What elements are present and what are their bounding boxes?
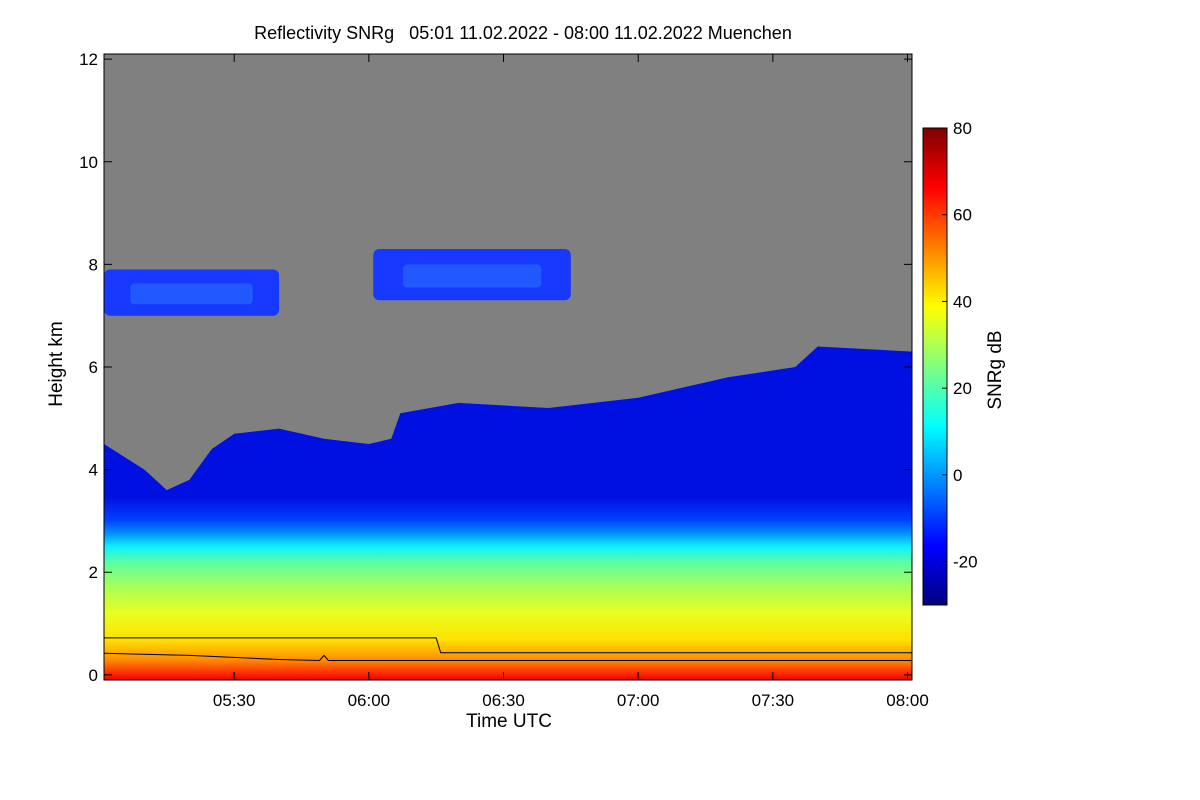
colorbar-tick-label: 20 [953,379,972,398]
y-tick-label: 10 [79,153,98,172]
plot-area [104,54,912,680]
x-tick-label: 08:00 [886,691,929,710]
cloud-body [104,346,912,680]
y-tick-label: 0 [89,666,98,685]
upper-cloud-layers [104,249,571,316]
y-tick-label: 4 [89,461,98,480]
y-tick-label: 2 [89,563,98,582]
y-tick-label: 6 [89,358,98,377]
x-axis: 05:30 06:00 06:30 07:00 07:30 08:00 [213,54,929,710]
y-axis: 0 2 4 6 8 10 12 [79,50,912,685]
boundary-line [104,637,912,654]
x-axis-label: Time UTC [466,711,552,732]
boundary-line [104,652,912,662]
x-tick-label: 06:30 [482,691,525,710]
upper-cloud-core [130,283,253,305]
x-tick-label: 07:00 [617,691,660,710]
colorbar-tick-label: 60 [953,206,972,225]
colorbar-axis: -20 0 20 40 60 80 [942,119,978,572]
upper-cloud-core [403,264,542,288]
colorbar-tick-label: 80 [953,119,972,138]
boundary-lines [104,637,912,662]
colorbar-label: SNRg dB [985,330,1006,409]
y-tick-label: 12 [79,50,98,69]
y-axis-label: Height km [46,321,67,407]
x-tick-label: 05:30 [213,691,256,710]
x-tick-label: 07:30 [752,691,795,710]
colorbar-tick-label: -20 [953,553,978,572]
chart-title: Reflectivity SNRg 05:01 11.02.2022 - 08:… [254,23,792,43]
colorbar-tick-label: 40 [953,292,972,311]
colorbar-tick-label: 0 [953,466,962,485]
colorbar [922,127,948,606]
x-tick-label: 06:00 [348,691,391,710]
y-tick-label: 8 [89,255,98,274]
